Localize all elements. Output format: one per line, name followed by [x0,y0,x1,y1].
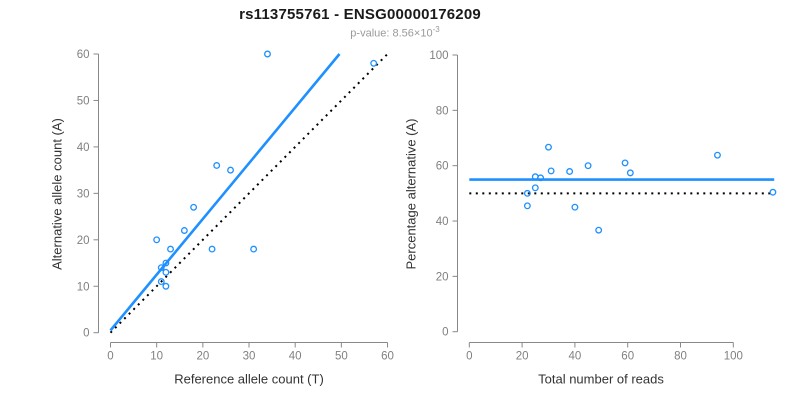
left-x-tick-label: 0 [107,351,113,363]
left-x-tick-label: 40 [289,351,302,363]
right-data-point [714,151,721,159]
left-yaxis-title: Alternative allele count (A) [49,118,65,270]
left-y-tick-label: 50 [77,95,90,107]
left-y-tick-label: 40 [77,142,90,154]
left-data-point [227,166,234,174]
right-y-tick-label: 40 [436,216,449,228]
left-data-point [250,245,258,253]
left-x-tick-label: 10 [150,351,163,363]
left-data-point [370,59,378,67]
right-x-tick-label: 40 [569,351,582,363]
left-data-point [162,282,170,290]
right-x-tick-label: 80 [674,351,687,363]
right-data-point [545,143,552,151]
right-data-point [626,169,634,177]
regression-line [109,53,341,332]
plot-title: rs113755761 - ENSG00000176209 [0,6,720,23]
right-data-point [571,203,579,211]
right-data-point [566,168,574,175]
left-data-point [153,236,161,244]
left-data-point [162,259,170,267]
plot-subtitle: p-value: 8.56×10-3 [0,25,790,40]
left-data-point [157,278,165,286]
right-y-tick-label: 20 [436,271,449,283]
left-x-tick-label: 60 [381,351,394,363]
right-y-tick-label: 100 [429,50,448,62]
left-data-point [157,264,165,272]
right-data-point [584,162,592,170]
right-data-point [537,174,545,182]
identity-line [109,53,389,334]
left-y-tick-label: 10 [77,281,90,293]
right-data-point [523,189,531,197]
right-data-point [523,202,531,210]
left-xaxis-title: Reference allele count (T) [174,371,324,387]
right-data-point [547,167,555,175]
left-data-point [162,268,170,276]
left-y-tick-label: 20 [77,235,90,247]
left-data-point [208,245,216,253]
right-y-tick-label: 60 [436,161,449,173]
left-x-tick-label: 20 [196,351,209,363]
right-xaxis-title: Total number of reads [538,371,664,387]
right-data-point [621,159,629,167]
left-data-point [180,227,188,234]
left-data-point [167,245,174,253]
left-y-tick-label: 30 [77,188,90,200]
right-yaxis-title: Percentage alternative (A) [403,118,419,270]
left-data-point [213,162,221,169]
right-x-tick-label: 60 [621,351,634,363]
right-y-tick-label: 80 [436,105,449,117]
left-y-tick-label: 60 [77,49,90,61]
right-x-tick-label: 20 [516,351,529,363]
left-data-point [264,50,271,58]
left-x-tick-label: 30 [243,351,256,363]
pvalue-text: p-value: 8.56×10 [350,27,433,40]
left-data-point [190,203,198,211]
right-data-point [769,188,777,196]
pvalue-exponent: -3 [432,25,440,34]
right-y-tick-label: 0 [442,327,448,339]
right-data-point [595,226,603,234]
left-y-tick-label: 0 [83,328,89,340]
right-x-tick-label: 0 [466,351,472,363]
right-data-point [531,184,539,192]
right-x-tick-label: 100 [724,351,743,363]
left-x-tick-label: 50 [335,351,348,363]
plot-title-text: rs113755761 - ENSG00000176209 [239,6,481,23]
